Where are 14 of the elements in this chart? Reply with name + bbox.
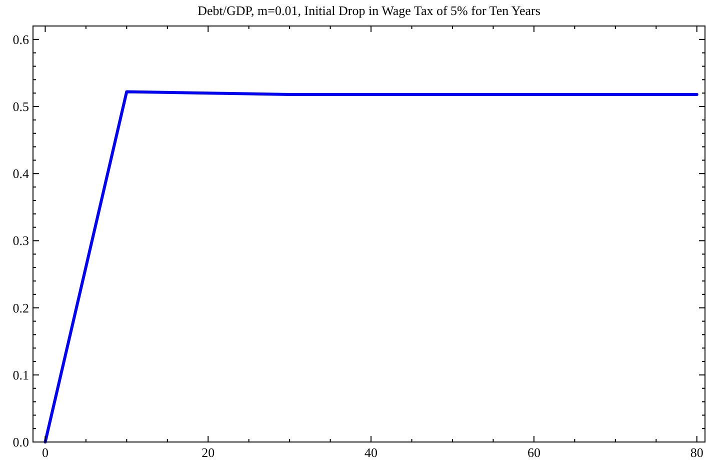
line-series	[44, 90, 698, 444]
x-tick-label: 20	[202, 445, 215, 460]
x-tick-label: 60	[527, 445, 540, 460]
y-tick-label: 0.3	[12, 233, 29, 248]
y-tick-label: 0.1	[12, 367, 29, 382]
y-tick-label: 0.6	[12, 32, 30, 47]
y-tick-label: 0.2	[12, 300, 29, 316]
x-tick-label: 80	[690, 445, 704, 460]
y-tick-label: 0.5	[12, 99, 29, 114]
y-tick-label: 0.4	[12, 166, 30, 182]
x-tick-label: 40	[364, 445, 378, 460]
x-tick-label: 0	[42, 445, 48, 460]
chart-title: Debt/GDP, m=0.01, Initial Drop in Wage Tax of 5% for Ten Years	[198, 3, 540, 18]
y-tick-label: 0.0	[12, 434, 29, 450]
